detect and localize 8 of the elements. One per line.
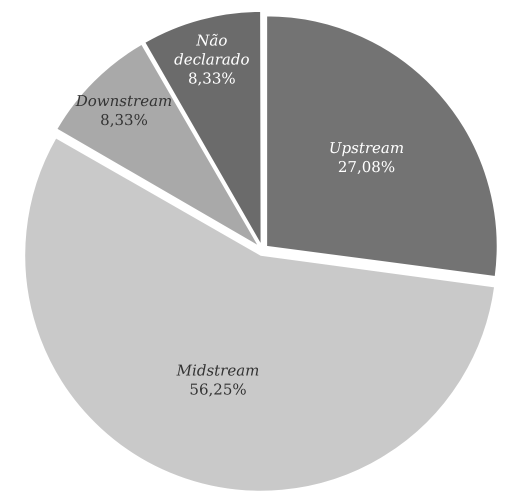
slice-label: Midstream (176, 361, 260, 380)
slice-label: Downstream (74, 92, 172, 110)
data-label: 8,33% (100, 110, 148, 129)
slice-label: Não declarado (174, 32, 250, 69)
data-label: 56,25% (189, 380, 247, 398)
data-label: 8,33% (188, 70, 236, 88)
slice-label: Upstream (328, 139, 404, 158)
data-label: 27,08% (338, 158, 396, 176)
